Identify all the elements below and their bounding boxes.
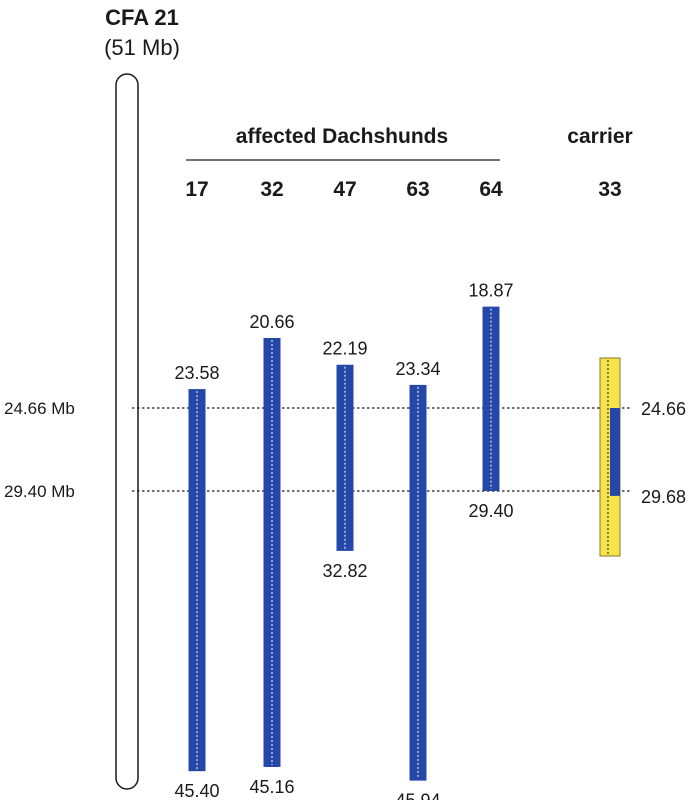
- reference-line-label: 29.40 Mb: [4, 482, 75, 501]
- carrier-group-label: carrier: [567, 125, 632, 148]
- segment-start-label: 23.34: [395, 359, 440, 379]
- segment-end-label: 29.68: [641, 487, 686, 507]
- reference-line-label: 24.66 Mb: [4, 399, 75, 418]
- reference-lines: 24.66 Mb 29.40 Mb: [4, 399, 632, 501]
- haplotype-segment: [610, 408, 620, 496]
- segment-start-label: 18.87: [468, 281, 513, 301]
- sample-64: 64 18.87 29.40: [468, 178, 513, 521]
- haplotype-segment: [409, 384, 427, 781]
- segment-start-label: 22.19: [322, 339, 367, 359]
- segment-end-label: 32.82: [322, 561, 367, 581]
- segment-start-label: 23.58: [174, 363, 219, 383]
- sample-id-label: 64: [479, 178, 503, 201]
- segment-end-label: 45.16: [249, 777, 294, 797]
- sample-id-label: 17: [185, 178, 208, 201]
- segment-start-label: 20.66: [249, 312, 294, 332]
- chromosome-size: (51 Mb): [104, 35, 180, 60]
- chromosome-ideogram: [115, 73, 139, 790]
- sample-47: 47 22.19 32.82: [322, 178, 367, 581]
- sample-id-label: 33: [598, 178, 621, 201]
- sample-63: 63 23.34 45.94: [395, 178, 440, 800]
- sample-32: 32 20.66 45.16: [249, 178, 294, 797]
- affected-group-label: affected Dachshunds: [236, 125, 448, 148]
- segment-start-label: 24.66: [641, 399, 686, 419]
- sample-17: 17 23.58 45.40: [174, 178, 219, 800]
- sample-33: 33 24.66 29.68: [598, 178, 686, 557]
- sample-id-label: 47: [333, 178, 356, 201]
- sample-segments: 17 23.58 45.40 32 20.66 45.16 47 22.19 32.82 63 23…: [174, 178, 686, 800]
- sample-id-label: 63: [406, 178, 429, 201]
- sample-id-label: 32: [260, 178, 283, 201]
- segment-end-label: 45.40: [174, 781, 219, 800]
- haplotype-segment: [482, 306, 500, 491]
- chromosome-title: CFA 21: [105, 5, 179, 30]
- haplotype-segment: [336, 364, 354, 551]
- segment-end-label: 45.94: [395, 791, 440, 800]
- segment-end-label: 29.40: [468, 501, 513, 521]
